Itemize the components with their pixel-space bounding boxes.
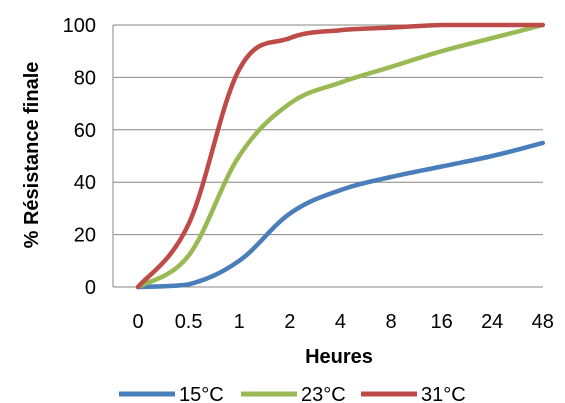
x-tick-label: 16: [430, 311, 452, 333]
y-tick-label: 20: [74, 225, 96, 247]
x-tick-label: 48: [532, 311, 554, 333]
x-tick-label: 24: [481, 311, 503, 333]
series-line: [135, 22, 546, 290]
series-lines: [135, 22, 546, 290]
y-tick-labels: 0 20 40 60 80 100: [63, 15, 96, 299]
y-tick-label: 60: [74, 120, 96, 142]
y-tick-label: 100: [63, 15, 96, 37]
x-tick-label: 4: [335, 311, 346, 333]
x-tick-labels: 0 0.5 1 2 4 8 16 24 48: [132, 311, 553, 333]
legend-label: 15°C: [179, 384, 224, 403]
series-line: [135, 140, 546, 290]
legend-label: 23°C: [301, 384, 346, 403]
x-tick-label: 2: [284, 311, 295, 333]
legend-label: 31°C: [421, 384, 466, 403]
x-tick-label: 1: [234, 311, 245, 333]
series-line: [135, 22, 546, 290]
legend: 15°C 23°C 31°C: [119, 384, 466, 403]
y-tick-label: 0: [85, 277, 96, 299]
x-tick-label: 0: [132, 311, 143, 333]
y-axis-title: % Résistance finale: [21, 62, 43, 249]
gridlines: [113, 24, 543, 236]
x-tick-label: 8: [385, 311, 396, 333]
y-tick-label: 80: [74, 67, 96, 89]
x-tick-label: 0.5: [175, 311, 203, 333]
x-axis-title: Heures: [305, 346, 373, 368]
y-tick-label: 40: [74, 172, 96, 194]
